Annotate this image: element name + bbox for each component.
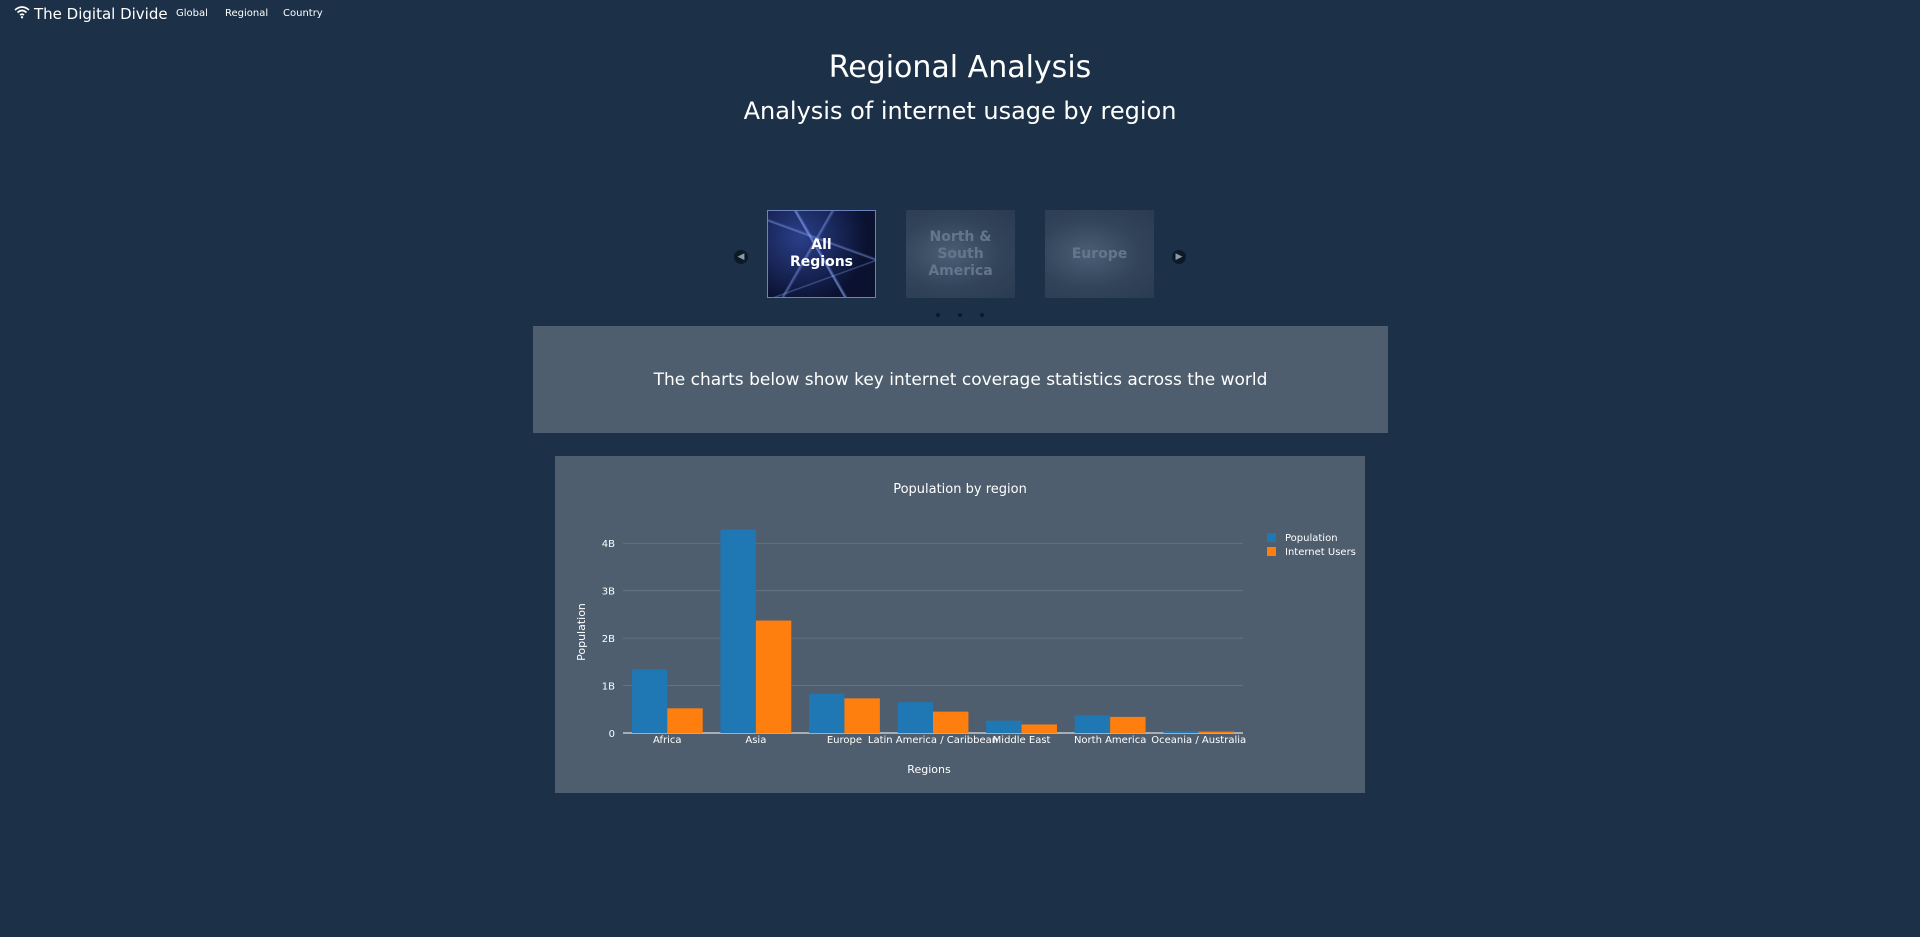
chevron-left-icon[interactable]: ◀ bbox=[734, 250, 748, 264]
slide-label: Europe bbox=[1071, 245, 1128, 262]
page-subtitle: Analysis of internet usage by region bbox=[743, 97, 1177, 125]
x-tick-label: Europe bbox=[827, 735, 862, 746]
y-tick-label: 0 bbox=[609, 729, 615, 740]
legend[interactable]: Population Internet Users bbox=[1267, 533, 1356, 558]
brand-link[interactable]: The Digital Divide bbox=[14, 5, 168, 23]
legend-swatch[interactable] bbox=[1267, 533, 1276, 542]
legend-label[interactable]: Population bbox=[1285, 533, 1338, 544]
carousel-indicator-1[interactable] bbox=[936, 313, 940, 317]
slide-all-regions[interactable]: All Regions bbox=[767, 210, 876, 298]
region-carousel: ◀ All Regions North & South America Europe… bbox=[728, 200, 1192, 320]
bar-layer: Africa Asia Europe Latin America / Caribbea… bbox=[631, 529, 1246, 746]
nav-link-regional[interactable]: Regional bbox=[225, 8, 269, 19]
carousel-indicator-3[interactable] bbox=[980, 313, 984, 317]
bar-internet-users[interactable] bbox=[1110, 716, 1146, 733]
legend-label[interactable]: Internet Users bbox=[1285, 547, 1356, 558]
y-tick-label: 1B bbox=[602, 682, 615, 693]
bar-internet-users[interactable] bbox=[933, 711, 969, 733]
slide-north-south-america[interactable]: North & South America bbox=[906, 210, 1015, 298]
bar-internet-users[interactable] bbox=[755, 620, 792, 733]
x-tick-label: Africa bbox=[653, 735, 682, 746]
bar-internet-users[interactable] bbox=[667, 708, 703, 733]
page-title: Regional Analysis bbox=[828, 50, 1092, 85]
navbar: The Digital Divide Global Regional Count… bbox=[0, 0, 1920, 28]
chart-title: Population by region bbox=[893, 482, 1027, 497]
bar-population[interactable] bbox=[1163, 731, 1199, 733]
slide-label: All Regions bbox=[789, 237, 853, 270]
info-panel: The charts below show key internet cover… bbox=[533, 326, 1388, 433]
bar-internet-users[interactable] bbox=[844, 698, 880, 733]
bar-population[interactable] bbox=[720, 529, 756, 733]
legend-swatch[interactable] bbox=[1267, 547, 1276, 556]
bar-population[interactable] bbox=[897, 702, 933, 733]
x-tick-label: Latin America / Caribbean bbox=[868, 735, 998, 746]
brand-name: The Digital Divide bbox=[34, 5, 168, 23]
population-chart: Population by region Population Regions … bbox=[555, 456, 1365, 793]
y-tick-label: 2B bbox=[602, 634, 615, 645]
x-axis-label: Regions bbox=[907, 763, 951, 776]
bar-population[interactable] bbox=[1074, 715, 1111, 733]
y-axis-label: Population bbox=[575, 603, 588, 661]
bar-internet-users[interactable] bbox=[1198, 731, 1235, 733]
nav-link-country[interactable]: Country bbox=[283, 8, 323, 19]
wifi-icon bbox=[14, 5, 30, 23]
y-tick-label: 4B bbox=[602, 539, 615, 550]
slide-europe[interactable]: Europe bbox=[1045, 210, 1154, 298]
chevron-right-icon[interactable]: ▶ bbox=[1172, 250, 1186, 264]
chart-svg: Population by region Population Regions … bbox=[575, 482, 1356, 776]
y-tick-label: 3B bbox=[602, 587, 615, 598]
bar-population[interactable] bbox=[631, 669, 668, 733]
carousel-indicator-2[interactable] bbox=[958, 313, 962, 317]
bar-population[interactable] bbox=[986, 720, 1022, 733]
x-tick-label: Asia bbox=[745, 735, 766, 746]
slide-label: North & South America bbox=[928, 228, 993, 279]
bar-internet-users[interactable] bbox=[1021, 724, 1057, 733]
x-tick-label: North America bbox=[1074, 735, 1146, 746]
x-tick-label: Oceania / Australia bbox=[1151, 735, 1246, 746]
info-text: The charts below show key internet cover… bbox=[653, 369, 1268, 390]
bar-population[interactable] bbox=[809, 693, 845, 733]
x-tick-label: Middle East bbox=[993, 735, 1051, 746]
nav-link-global[interactable]: Global bbox=[176, 8, 208, 19]
